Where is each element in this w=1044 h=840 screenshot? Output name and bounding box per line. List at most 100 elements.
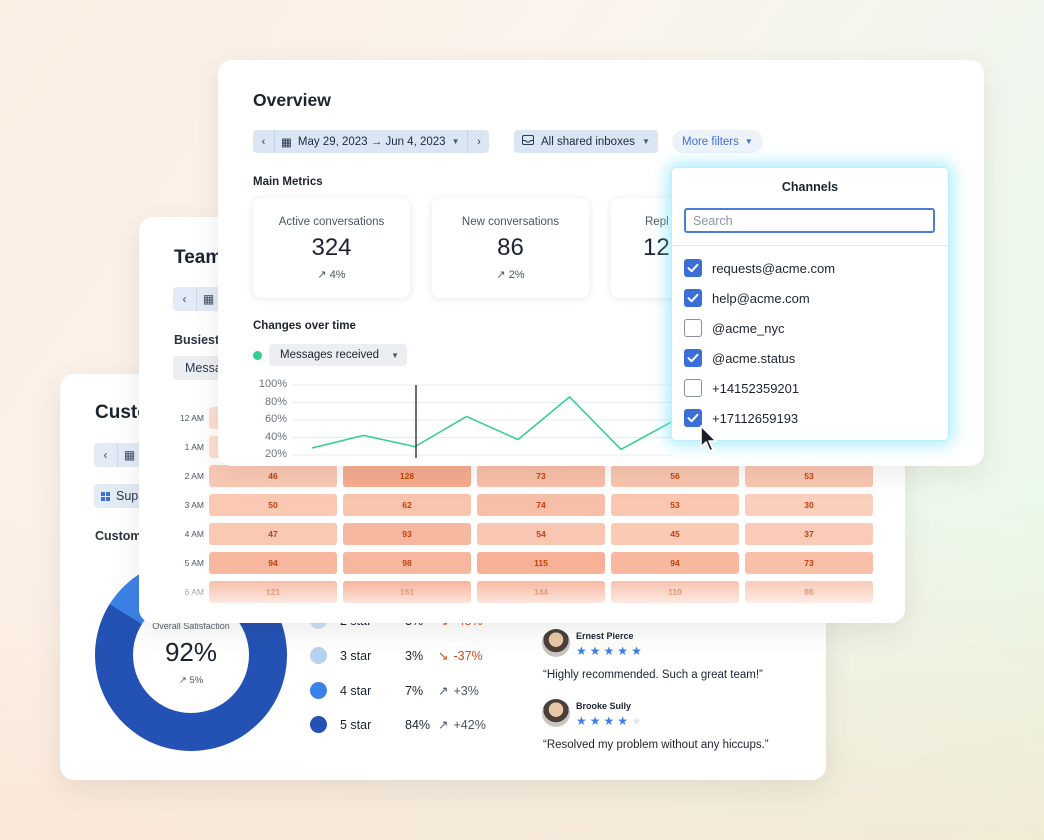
channel-checkbox[interactable] [684, 379, 702, 397]
hour-label: 5 AM [184, 558, 204, 568]
y-tick-label: 60% [264, 413, 287, 425]
channel-checkbox[interactable] [684, 349, 702, 367]
chevron-left-icon[interactable]: ‹ [173, 287, 197, 311]
star-icon: ★ [589, 644, 604, 658]
more-filters-button[interactable]: More filters ▼ [672, 130, 763, 153]
heatmap-cell[interactable]: 73 [477, 465, 605, 487]
overall-satisfaction-change: 5% [189, 675, 204, 686]
heatmap-cell[interactable]: 37 [745, 523, 873, 545]
channel-checkbox[interactable] [684, 259, 702, 277]
channel-checkbox[interactable] [684, 289, 702, 307]
arrow-up-right-icon: ↗ [317, 269, 327, 281]
heatmap-cell[interactable]: 53 [611, 494, 739, 516]
calendar-icon[interactable]: ▦ [118, 443, 142, 467]
team-date-nav[interactable]: ‹ ▦ [173, 287, 221, 311]
overall-satisfaction-label: Overall Satisfaction [152, 621, 230, 631]
date-range-picker[interactable]: ‹ ▦ May 29, 2023 → Jun 4, 2023 ▼ › [253, 130, 490, 153]
heatmap-cell[interactable]: 46 [209, 465, 337, 487]
divider [672, 245, 948, 246]
grid-icon [101, 491, 110, 501]
heatmap-cell[interactable]: 115 [477, 552, 605, 574]
metric-card-active[interactable]: Active conversations 324 ↗ 4% [253, 198, 410, 298]
channel-checkbox[interactable] [684, 319, 702, 337]
rating-change-value: +42% [453, 717, 486, 732]
overall-satisfaction-value: 92% [164, 637, 218, 667]
channels-title: Channels [781, 180, 839, 194]
customer-date-nav[interactable]: ‹ ▦ [94, 443, 142, 467]
heatmap-cell[interactable]: 73 [745, 552, 873, 574]
inbox-filter-button[interactable]: All shared inboxes ▼ [514, 130, 658, 153]
heatmap-cell[interactable]: 128 [343, 465, 471, 487]
channel-checkbox[interactable] [684, 409, 702, 427]
metric-card-replies[interactable]: Repl 12 [611, 198, 681, 298]
rating-color-dot [310, 647, 327, 664]
inbox-filter-label: All shared inboxes [541, 135, 635, 148]
avatar [542, 699, 570, 727]
reviewer-name: Brooke Sully [576, 701, 632, 711]
metric-label: Active conversations [278, 216, 385, 228]
metric-value: 324 [311, 234, 352, 261]
series-color-dot [253, 351, 262, 360]
heatmap-cell[interactable]: 30 [745, 494, 873, 516]
heatmap-cell[interactable]: 62 [343, 494, 471, 516]
channel-option[interactable]: +14152359201 [684, 379, 799, 397]
hour-label: 1 AM [184, 442, 204, 452]
heatmap-cell[interactable]: 74 [477, 494, 605, 516]
star-icon: ★ [631, 644, 645, 658]
inbox-icon [522, 135, 534, 148]
rating-change-value: -37% [453, 648, 483, 663]
channel-option[interactable]: @acme.status [684, 349, 795, 367]
rating-label: 3 star [340, 648, 372, 663]
prev-week-button[interactable]: ‹ [253, 130, 275, 153]
series-select[interactable]: Messages received ▼ [269, 344, 407, 366]
chevron-left-icon[interactable]: ‹ [94, 443, 118, 467]
rating-row[interactable]: 5 star 84% ↗ +42% [310, 716, 486, 733]
rating-change: ↗ +42% [438, 717, 486, 733]
star-rating: ★★★★★ [576, 644, 645, 658]
metric-card-new[interactable]: New conversations 86 ↗ 2% [432, 198, 589, 298]
channel-option[interactable]: help@acme.com [684, 289, 810, 307]
mouse-cursor-icon [700, 425, 717, 452]
y-tick-label: 20% [264, 448, 287, 460]
channel-option[interactable]: @acme_nyc [684, 319, 784, 337]
next-week-button[interactable]: › [467, 130, 490, 153]
star-rating: ★★★★★ [576, 714, 645, 728]
calendar-icon[interactable]: ▦ [197, 287, 221, 311]
heatmap-cell[interactable]: 93 [343, 523, 471, 545]
heatmap-cell[interactable]: 54 [477, 523, 605, 545]
metric-label: New conversations [461, 216, 560, 228]
channels-search-input[interactable] [684, 208, 935, 233]
channels-dropdown: Channels requests@acme.com help@acme.com @… [672, 168, 948, 440]
heatmap-cell[interactable]: 53 [745, 465, 873, 487]
heatmap-cell[interactable]: 98 [343, 552, 471, 574]
heatmap-cell[interactable]: 94 [611, 552, 739, 574]
metric-change: 4% [329, 269, 346, 281]
rating-change: ↘ -37% [438, 648, 483, 664]
heatmap-cell[interactable]: 45 [611, 523, 739, 545]
arrow-up-right-icon: ↗ [438, 684, 449, 698]
heatmap-cell[interactable]: 94 [209, 552, 337, 574]
page-title: Overview [253, 90, 331, 110]
heatmap-cell[interactable]: 47 [209, 523, 337, 545]
channel-option-label: +14152359201 [712, 380, 800, 396]
channel-option-label: @acme.status [712, 350, 796, 366]
metric-change: 2% [508, 269, 525, 281]
date-range-label: May 29, 2023 → Jun 4, 2023 [297, 135, 446, 148]
chevron-left-icon: ‹ [261, 135, 266, 148]
date-range-select[interactable]: ▦ May 29, 2023 → Jun 4, 2023 ▼ [275, 130, 468, 153]
team-card-title: Team [174, 247, 223, 268]
heatmap-cell[interactable]: 50 [209, 494, 337, 516]
review-quote: “Highly recommended. Such a great team!” [543, 669, 763, 681]
channel-option[interactable]: requests@acme.com [684, 259, 835, 277]
rating-row[interactable]: 3 star 3% ↘ -37% [310, 647, 483, 664]
heatmap-cell[interactable]: 56 [611, 465, 739, 487]
star-icon: ★ [617, 714, 632, 728]
star-icon: ★ [603, 714, 618, 728]
channel-option[interactable]: +17112659193 [684, 409, 798, 427]
rating-label: 5 star [340, 717, 372, 732]
rating-row[interactable]: 4 star 7% ↗ +3% [310, 682, 479, 699]
hour-label: 2 AM [184, 471, 204, 481]
rating-percent: 84% [405, 717, 431, 732]
chevron-right-icon: › [477, 135, 481, 148]
main-metrics-label: Main Metrics [253, 176, 323, 188]
